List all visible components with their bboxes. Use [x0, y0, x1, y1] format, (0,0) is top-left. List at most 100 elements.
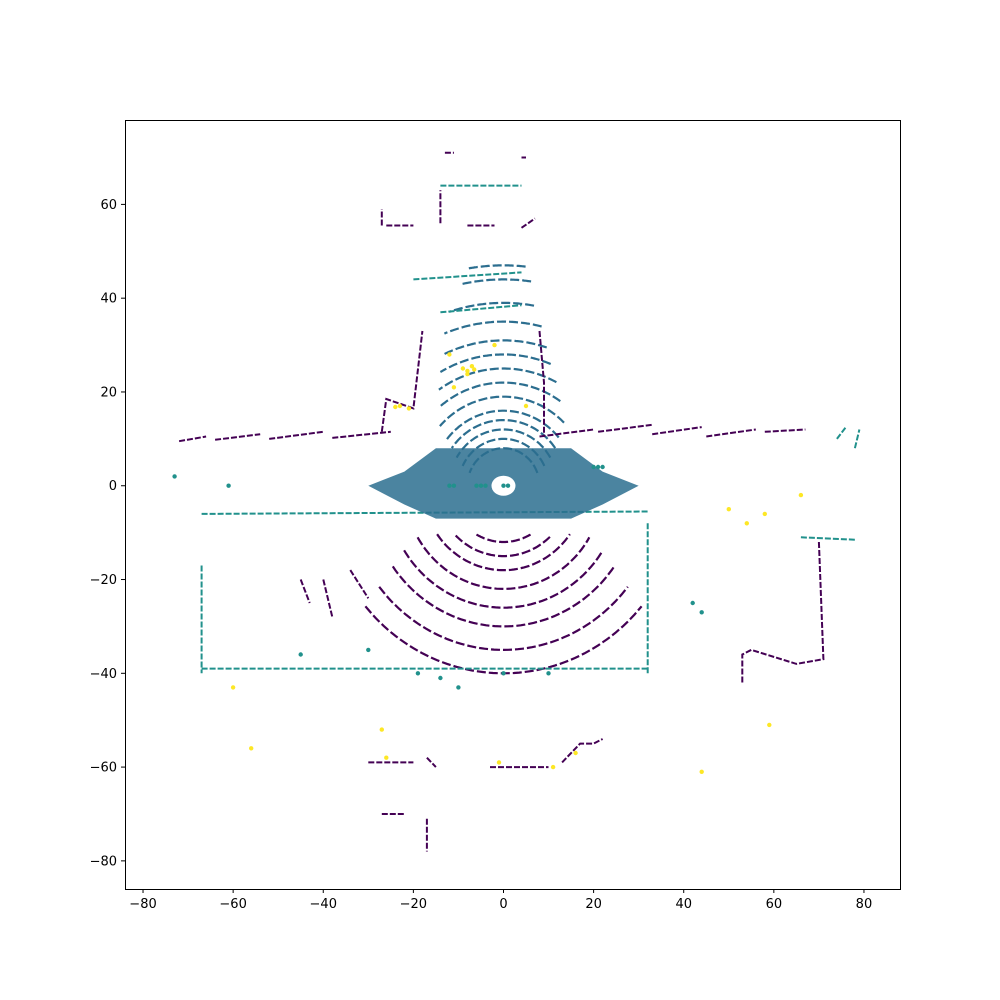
data-point-20	[699, 769, 704, 774]
data-point-0	[447, 483, 452, 488]
data-point-22	[249, 746, 254, 751]
data-point-21	[767, 722, 772, 728]
data-arc-6	[378, 586, 629, 652]
data-point-16	[415, 671, 421, 676]
series-1	[364, 533, 643, 675]
axes-frame	[125, 120, 901, 890]
data-polyline-9	[853, 429, 861, 449]
data-point-6	[505, 483, 511, 488]
data-polyline-1	[214, 433, 261, 441]
data-arc-5	[439, 395, 565, 427]
data-polyline-5	[538, 330, 545, 437]
data-point-19	[501, 671, 506, 676]
data-point-2	[474, 483, 479, 488]
data-polyline-6	[440, 304, 522, 314]
x-tick-label: 40	[675, 897, 692, 912]
data-polyline-8	[652, 426, 702, 436]
series-4	[368, 448, 639, 519]
data-arc-9	[443, 339, 548, 355]
data-arc-5	[391, 565, 616, 628]
data-point-13	[744, 521, 749, 526]
data-polyline-3	[332, 430, 391, 439]
x-tick-label: −60	[219, 897, 246, 912]
data-arc-4	[445, 409, 560, 441]
data-point-6	[406, 406, 412, 411]
data-point-8	[595, 464, 601, 470]
x-tick-label: −40	[310, 897, 337, 912]
data-arc-6	[439, 381, 561, 408]
data-point-15	[798, 492, 804, 498]
y-tick-label: 0	[109, 479, 117, 494]
data-point-3	[478, 483, 484, 488]
data-point-14	[298, 652, 303, 657]
data-point-8	[447, 352, 452, 357]
data-polyline-7	[597, 423, 653, 433]
data-point-15	[366, 647, 371, 653]
series-5	[230, 342, 804, 774]
plot-area	[172, 151, 861, 852]
data-arc-4	[403, 549, 604, 609]
data-polyline-7	[800, 536, 855, 541]
data-polyline-10	[764, 428, 806, 433]
data-arc-10	[443, 320, 542, 335]
y-tick-label: −80	[90, 854, 117, 869]
data-polyline-15	[520, 217, 536, 229]
x-tick-label: 60	[766, 897, 783, 912]
data-point-1	[469, 364, 475, 369]
y-axis: −80 −60 −40 −20 0 20 40 60	[90, 198, 125, 869]
data-point-18	[456, 685, 461, 690]
data-point-11	[699, 610, 704, 615]
data-point-19	[496, 760, 502, 765]
data-point-18	[384, 755, 389, 760]
data-polyline-9	[706, 428, 756, 438]
x-tick-label: 0	[499, 897, 507, 912]
data-point-14	[762, 511, 767, 517]
y-tick-label: 60	[100, 198, 117, 213]
data-polyline-26	[322, 579, 334, 618]
data-arc-13	[466, 264, 526, 270]
data-point-13	[226, 483, 231, 488]
data-polyline-8	[836, 426, 847, 440]
data-point-16	[230, 685, 236, 690]
data-arc-3	[416, 536, 591, 591]
data-arc-12	[462, 278, 532, 285]
data-point-12	[172, 474, 177, 479]
series-0	[438, 264, 565, 474]
data-arc-0	[475, 533, 532, 544]
data-polyline-6	[539, 428, 594, 438]
x-axis: −80 −60 −40 −20 0 20 40 60 80	[129, 889, 872, 912]
x-tick-label: 80	[856, 897, 873, 912]
data-point-10	[451, 385, 457, 390]
y-tick-label: 20	[100, 385, 117, 400]
data-point-9	[600, 464, 605, 470]
data-polyline-20	[426, 757, 437, 768]
data-point-10	[690, 600, 695, 606]
x-tick-label: −80	[129, 897, 156, 912]
data-polyline-25	[299, 579, 311, 604]
data-point-7	[393, 404, 398, 410]
data-point-5	[397, 403, 403, 409]
data-polyline-22	[561, 738, 604, 764]
series-2	[178, 151, 825, 852]
data-point-17	[438, 675, 443, 681]
data-point-4	[483, 483, 488, 488]
data-polyline-4	[380, 330, 424, 432]
data-point-5	[501, 483, 506, 488]
series-6	[172, 464, 704, 690]
y-tick-label: −20	[90, 573, 117, 588]
data-arc-2	[436, 533, 571, 572]
data-polyline-27	[349, 569, 370, 599]
x-tick-label: 20	[585, 897, 602, 912]
data-point-4	[472, 367, 477, 372]
data-point-1	[451, 483, 457, 488]
data-arc-11	[448, 301, 535, 313]
data-arc-7	[438, 367, 557, 391]
data-polyline-5	[413, 271, 522, 281]
data-point-9	[492, 342, 497, 348]
data-polyline-2	[269, 430, 324, 440]
data-point-12	[726, 507, 731, 512]
y-tick-label: 40	[100, 292, 117, 307]
data-point-23	[550, 764, 556, 770]
data-point-0	[465, 368, 470, 374]
